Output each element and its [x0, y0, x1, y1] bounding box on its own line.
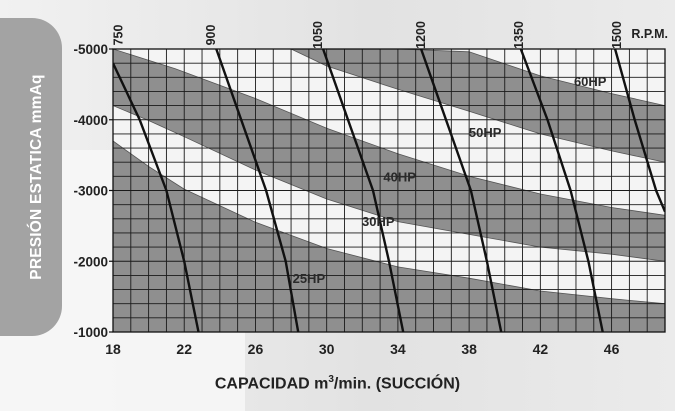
x-axis-label-superscript: 3 — [328, 374, 334, 385]
rpm-label-900: 900 — [204, 25, 218, 46]
x-tick-label: 22 — [176, 341, 192, 357]
rpm-curve-1350 — [519, 49, 604, 332]
x-tick-label: 42 — [533, 341, 549, 357]
y-tick-label: -1000 — [73, 325, 108, 340]
rpm-curve-1200 — [419, 49, 503, 332]
rpm-label-1050: 1050 — [311, 21, 325, 49]
hp-label-25hp: 25HP — [293, 271, 326, 286]
rpm-label-1500: 1500 — [610, 21, 624, 49]
y-tick-label: -4000 — [73, 113, 108, 128]
x-tick-label: 18 — [105, 341, 121, 357]
rpm-label-1200: 1200 — [414, 21, 428, 49]
y-axis-label-background — [0, 18, 62, 336]
rpm-label-1350: 1350 — [512, 21, 526, 49]
rpm-label-750: 750 — [111, 25, 125, 46]
rpm-curve-1500 — [613, 49, 665, 213]
rpm-unit-label: R.P.M. — [631, 27, 668, 41]
x-tick-label: 30 — [319, 341, 335, 357]
hp-label-50hp: 50HP — [469, 125, 502, 140]
rpm-curve-1050 — [321, 49, 405, 332]
hp-label-60hp: 60HP — [574, 74, 607, 89]
x-axis-label-main: CAPACIDAD m — [214, 375, 329, 393]
hp-label-40hp: 40HP — [383, 169, 416, 184]
hp-band-40hp — [113, 49, 665, 262]
x-tick-label: 26 — [248, 341, 264, 357]
hp-label-30hp: 30HP — [362, 214, 395, 229]
x-tick-label: 38 — [461, 341, 477, 357]
y-tick-label: -3000 — [73, 184, 108, 199]
y-tick-label: -5000 — [73, 42, 108, 57]
rpm-curve-750 — [113, 62, 200, 332]
x-tick-label: 34 — [390, 341, 406, 357]
x-tick-label: 46 — [604, 341, 620, 357]
x-axis-label: CAPACIDAD m3/min. (SUCCIÓN) — [0, 374, 675, 393]
rpm-curve-900 — [215, 49, 300, 332]
x-axis-label-unit: /min. (SUCCIÓN) — [333, 375, 461, 393]
y-tick-label: -2000 — [73, 254, 108, 269]
